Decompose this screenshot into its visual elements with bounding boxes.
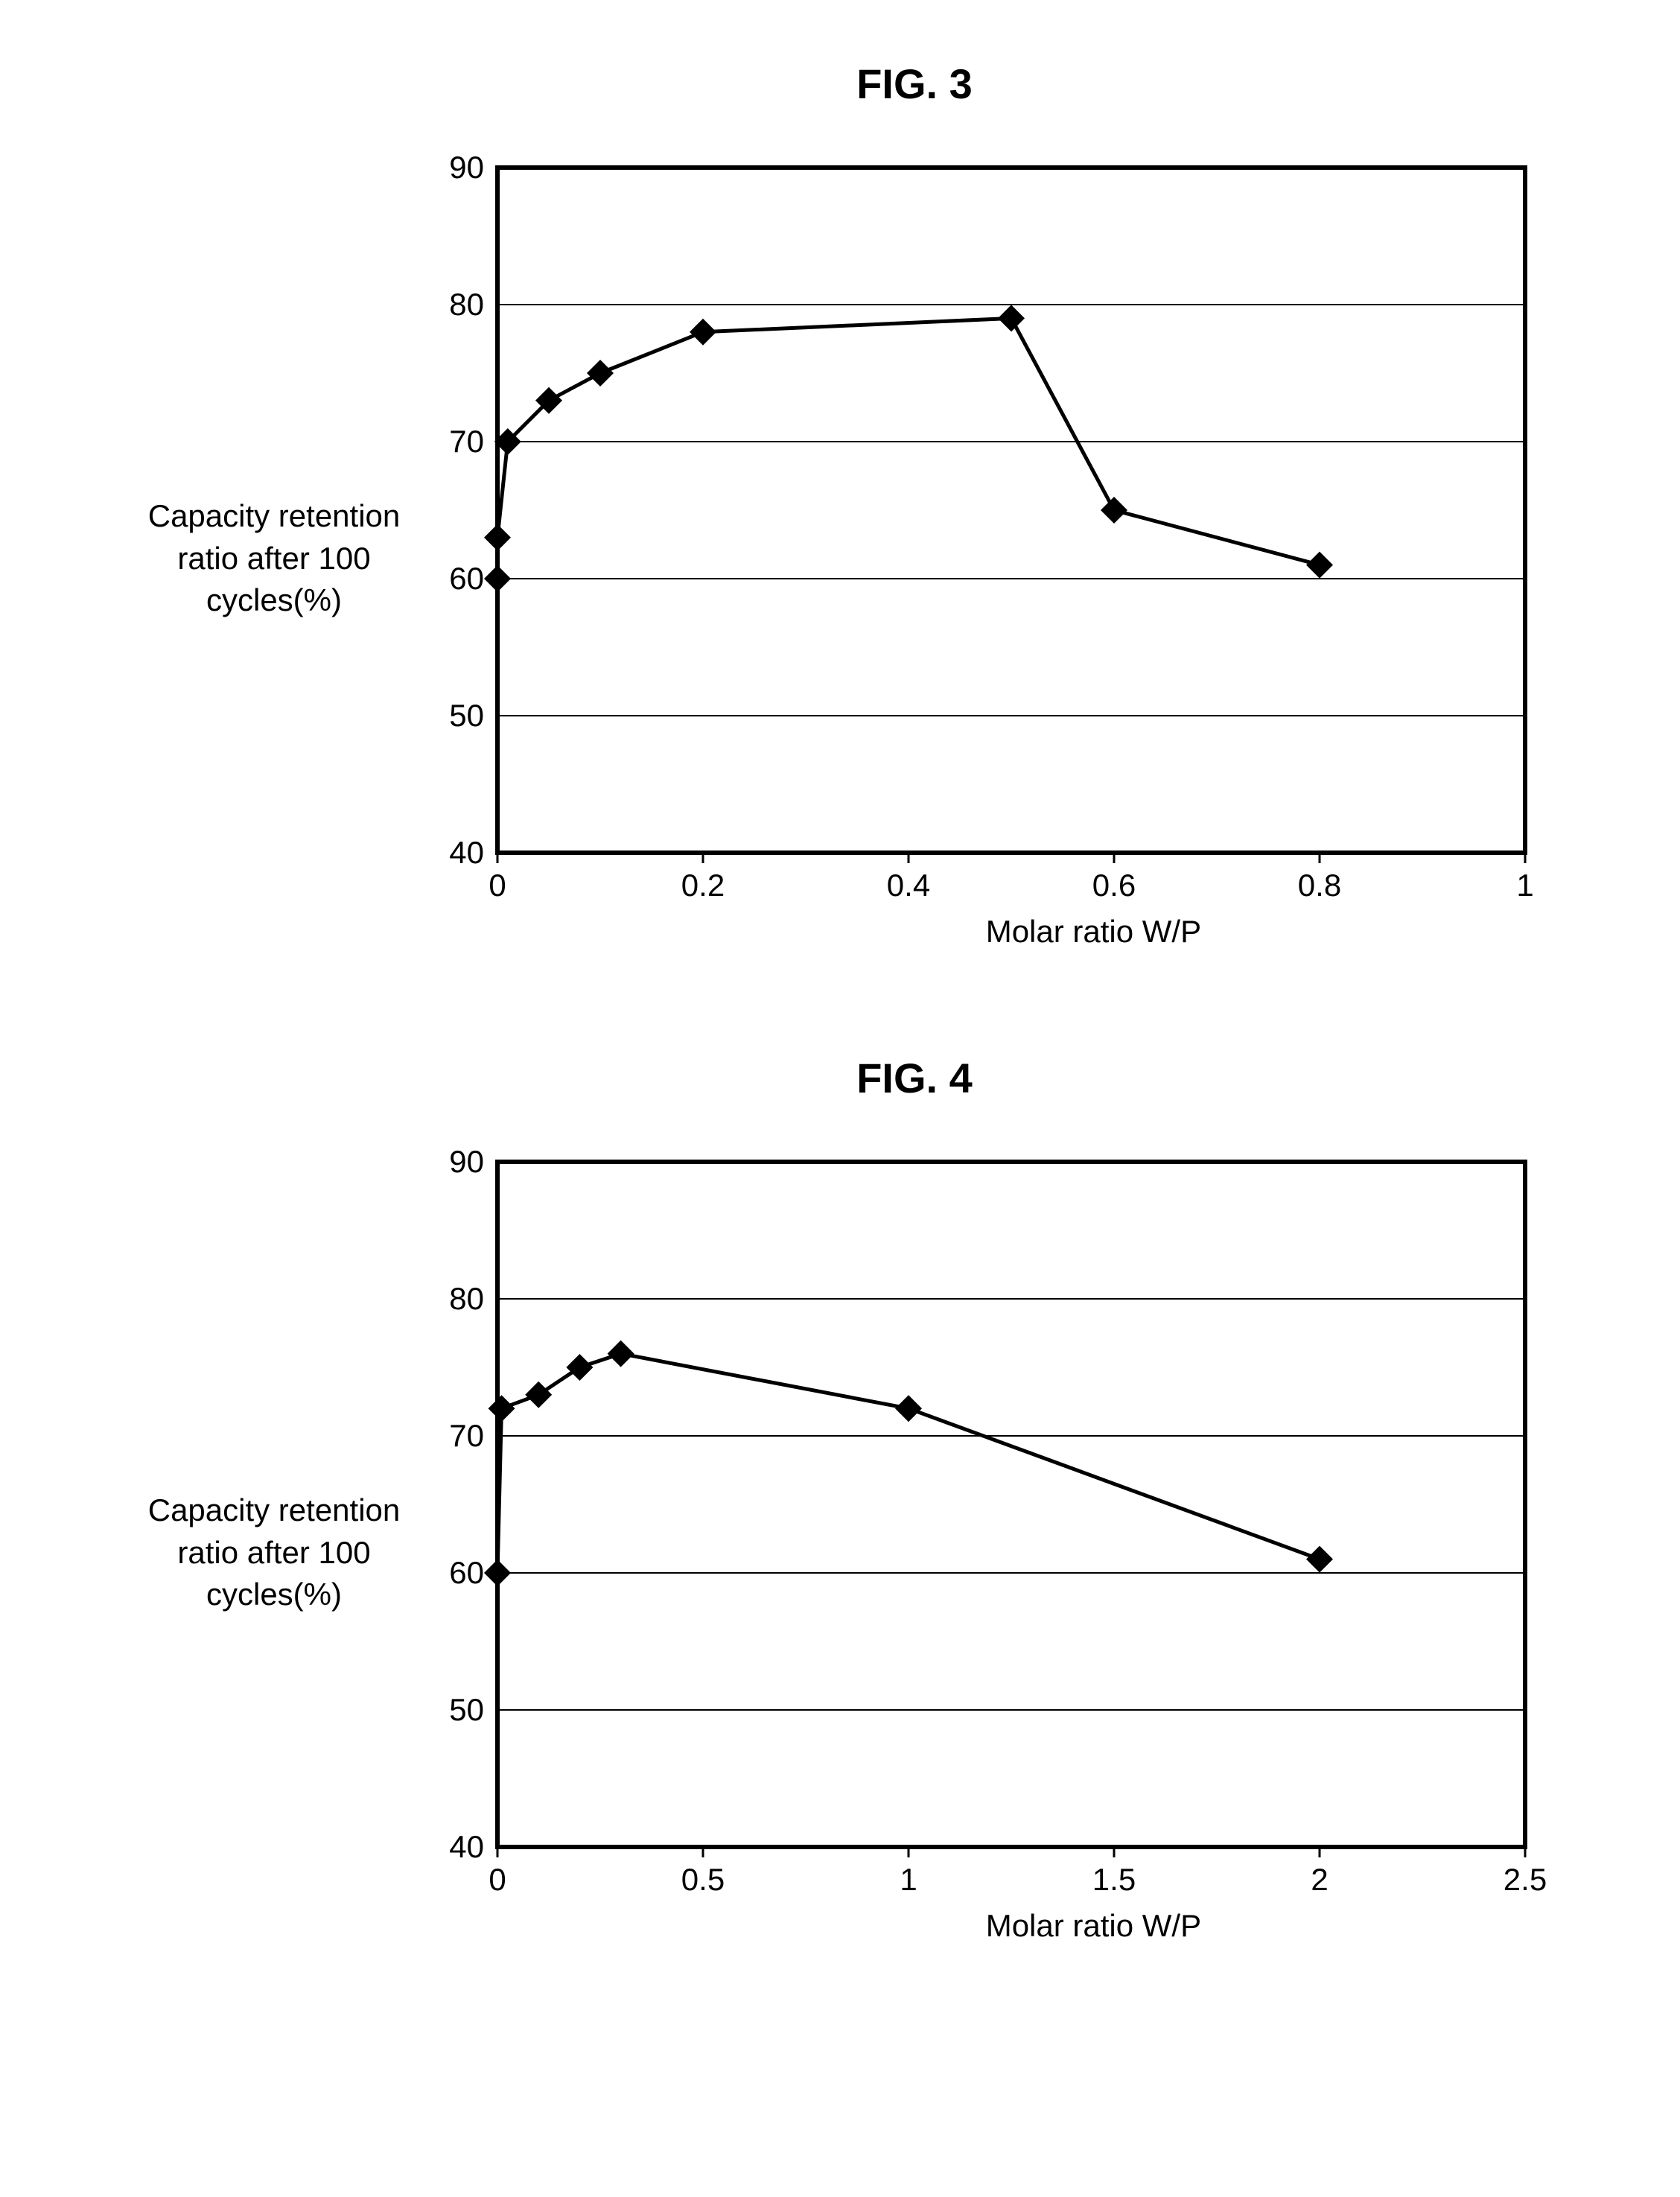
figure-3-chart: 40 50 60 70 80 90 0 0.2 0.4 0.6 0.8 1 Molar ratio W/… xyxy=(423,153,1547,964)
figure-4-svg: 40 50 60 70 80 90 0 0.5 1 1.5 2 2.5 Molar ratio W/P xyxy=(423,1147,1547,1959)
figure-4-chart: 40 50 60 70 80 90 0 0.5 1 1.5 2 2.5 Molar ratio W/P xyxy=(423,1147,1547,1959)
figure-4-ylabel: Capacity retention ratio after 100 cycle… xyxy=(133,1489,423,1616)
figure-3-title: FIG. 3 xyxy=(133,60,1547,108)
svg-text:0.2: 0.2 xyxy=(681,868,725,903)
svg-text:90: 90 xyxy=(449,153,484,185)
figure-4: FIG. 4 Capacity retention ratio after 10… xyxy=(133,1054,1547,1959)
svg-text:90: 90 xyxy=(449,1147,484,1179)
figure-3-ylabel: Capacity retention ratio after 100 cycle… xyxy=(133,495,423,622)
svg-text:2: 2 xyxy=(1311,1862,1328,1897)
svg-text:1.5: 1.5 xyxy=(1092,1862,1136,1897)
svg-text:Molar ratio W/P: Molar ratio W/P xyxy=(986,914,1201,949)
svg-text:70: 70 xyxy=(449,1418,484,1453)
svg-text:40: 40 xyxy=(449,835,484,870)
figure-4-row: Capacity retention ratio after 100 cycle… xyxy=(133,1147,1547,1959)
svg-text:80: 80 xyxy=(449,287,484,322)
figure-4-title: FIG. 4 xyxy=(133,1054,1547,1102)
svg-text:0.5: 0.5 xyxy=(681,1862,725,1897)
svg-text:0.8: 0.8 xyxy=(1298,868,1341,903)
figure-3: FIG. 3 Capacity retention ratio after 10… xyxy=(133,60,1547,964)
svg-text:60: 60 xyxy=(449,1555,484,1590)
svg-text:0: 0 xyxy=(489,1862,506,1897)
svg-text:1: 1 xyxy=(900,1862,917,1897)
svg-text:50: 50 xyxy=(449,1692,484,1727)
svg-text:70: 70 xyxy=(449,424,484,459)
svg-text:80: 80 xyxy=(449,1281,484,1316)
svg-text:1: 1 xyxy=(1516,868,1533,903)
svg-text:2.5: 2.5 xyxy=(1504,1862,1547,1897)
svg-text:50: 50 xyxy=(449,698,484,733)
figure-3-svg: 40 50 60 70 80 90 0 0.2 0.4 0.6 0.8 1 Molar ratio W/… xyxy=(423,153,1547,964)
figure-3-row: Capacity retention ratio after 100 cycle… xyxy=(133,153,1547,964)
svg-text:0: 0 xyxy=(489,868,506,903)
svg-text:0.4: 0.4 xyxy=(887,868,930,903)
svg-text:Molar ratio W/P: Molar ratio W/P xyxy=(986,1908,1201,1943)
svg-text:60: 60 xyxy=(449,561,484,596)
svg-text:40: 40 xyxy=(449,1829,484,1864)
svg-text:0.6: 0.6 xyxy=(1092,868,1136,903)
